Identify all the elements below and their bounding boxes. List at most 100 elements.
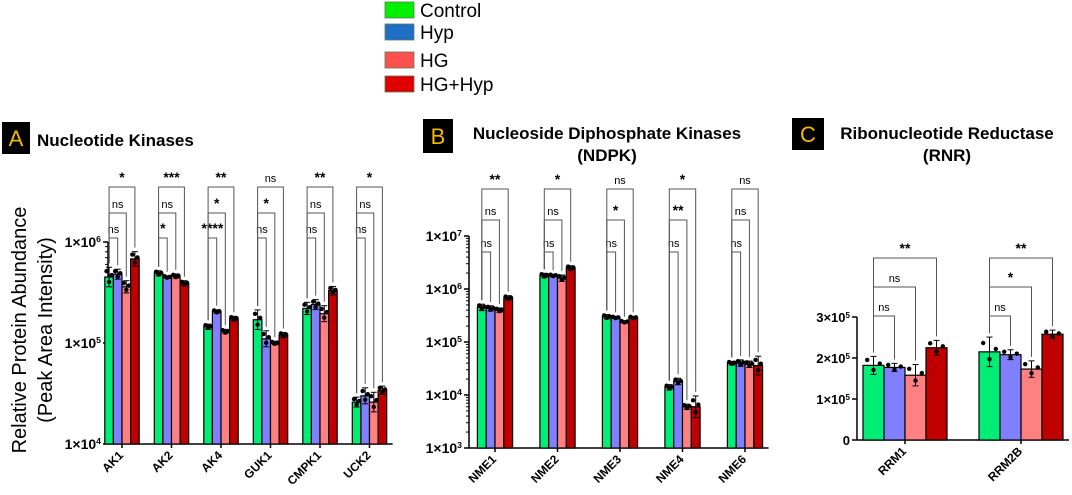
significance-bracket xyxy=(356,237,366,394)
tick-base: 1×10 xyxy=(65,335,97,351)
significance-bracket xyxy=(257,237,267,327)
significance-label: ** xyxy=(216,169,227,185)
tick-base: 2×10 xyxy=(816,351,845,366)
data-point xyxy=(106,279,112,285)
bar-group-rrm2b: ns *** RRM2B xyxy=(978,240,1064,484)
panel-a: A Nucleotide Kinases1×1041×1051×106nsns*A… xyxy=(2,122,393,488)
bar-hg-hyp xyxy=(328,290,338,445)
data-point xyxy=(544,272,550,278)
data-point xyxy=(319,306,324,312)
data-point xyxy=(124,287,129,293)
y-tick-label: 1×107 xyxy=(426,228,463,244)
data-point xyxy=(753,357,758,363)
data-point xyxy=(693,409,698,415)
data-point xyxy=(1056,331,1062,336)
bar-hg xyxy=(494,309,505,449)
data-point xyxy=(499,307,505,312)
bar-control xyxy=(664,386,675,449)
data-point xyxy=(898,364,903,369)
bar-control xyxy=(476,306,487,449)
data-point xyxy=(987,357,992,362)
data-point xyxy=(607,314,612,319)
data-point xyxy=(234,315,239,321)
bar-hg-hyp xyxy=(628,316,639,449)
significance-label: ** xyxy=(673,202,684,218)
bar-control xyxy=(302,307,312,445)
bar-hg xyxy=(1020,368,1043,441)
panel-title: (NDPK) xyxy=(577,146,637,165)
legend-label: HG xyxy=(420,51,449,72)
data-point xyxy=(491,305,496,311)
data-point xyxy=(322,315,327,320)
data-point xyxy=(167,274,172,279)
bar-hyp xyxy=(211,310,222,445)
bar-hyp xyxy=(485,307,496,449)
data-point xyxy=(365,392,370,397)
bar-control xyxy=(862,364,885,441)
bar-group-ak2: * ns *** AK2 xyxy=(149,169,190,475)
data-point xyxy=(553,273,558,278)
data-point xyxy=(758,361,764,366)
x-tick-label: NME3 xyxy=(591,452,625,486)
significance-bracket xyxy=(989,315,1011,346)
tick-base: 1×10 xyxy=(426,440,458,456)
bar-control xyxy=(104,276,115,445)
significance-label: ns xyxy=(889,273,901,285)
x-tick-label: NME1 xyxy=(466,452,500,486)
significance-bracket xyxy=(207,186,235,321)
significance-label: * xyxy=(263,195,269,211)
data-point xyxy=(624,319,630,324)
significance-label: ns xyxy=(543,238,555,250)
data-point xyxy=(179,279,185,284)
legend-item-hg-hyp: HG+Hyp xyxy=(384,75,493,96)
significance-bracket xyxy=(356,186,383,394)
tick-exponent: 5 xyxy=(457,334,462,344)
panel-badge: C xyxy=(792,118,824,150)
data-point xyxy=(1029,370,1034,376)
data-point xyxy=(892,367,897,372)
bar-hg-hyp xyxy=(1041,333,1064,441)
bar-group-uck2: ns ns * UCK2 xyxy=(341,169,388,481)
data-point xyxy=(333,287,338,292)
data-point xyxy=(153,269,159,274)
data-point xyxy=(1022,361,1028,367)
data-point xyxy=(257,315,263,320)
panel-badge: A xyxy=(2,122,30,154)
data-point xyxy=(687,404,692,409)
data-point xyxy=(374,397,379,403)
data-point xyxy=(696,402,701,407)
significance-label: ns xyxy=(668,238,680,250)
data-point xyxy=(369,394,374,399)
y-tick-label: 1×104 xyxy=(426,387,463,403)
data-point xyxy=(571,265,576,270)
data-point xyxy=(741,360,746,365)
data-point xyxy=(115,274,120,279)
data-point xyxy=(633,315,639,320)
data-point xyxy=(482,304,487,309)
significance-bracket xyxy=(158,237,168,272)
significance-label: **** xyxy=(202,220,224,236)
bar-hyp xyxy=(310,303,321,445)
significance-label: ** xyxy=(900,240,911,256)
data-point xyxy=(255,322,260,327)
significance-bracket xyxy=(731,251,742,358)
significance-label: ns xyxy=(256,224,268,236)
bar-control xyxy=(252,319,263,445)
y-tick-label: 1×103 xyxy=(426,440,463,456)
tick-base: 1×10 xyxy=(816,392,845,407)
tick-exponent: 4 xyxy=(96,436,101,446)
badge-letter: A xyxy=(9,126,24,151)
data-point xyxy=(264,340,269,346)
significance-bracket xyxy=(207,237,218,321)
data-point xyxy=(877,361,882,366)
data-point xyxy=(678,378,683,384)
significance-label: * xyxy=(555,171,561,187)
data-point xyxy=(735,358,741,364)
bar-hg xyxy=(269,342,280,445)
data-point xyxy=(351,396,357,402)
tick-exponent: 5 xyxy=(846,352,851,361)
data-point xyxy=(732,360,737,365)
data-point xyxy=(934,349,939,354)
data-point xyxy=(184,280,190,285)
y-tick-label: 1×106 xyxy=(65,234,102,250)
